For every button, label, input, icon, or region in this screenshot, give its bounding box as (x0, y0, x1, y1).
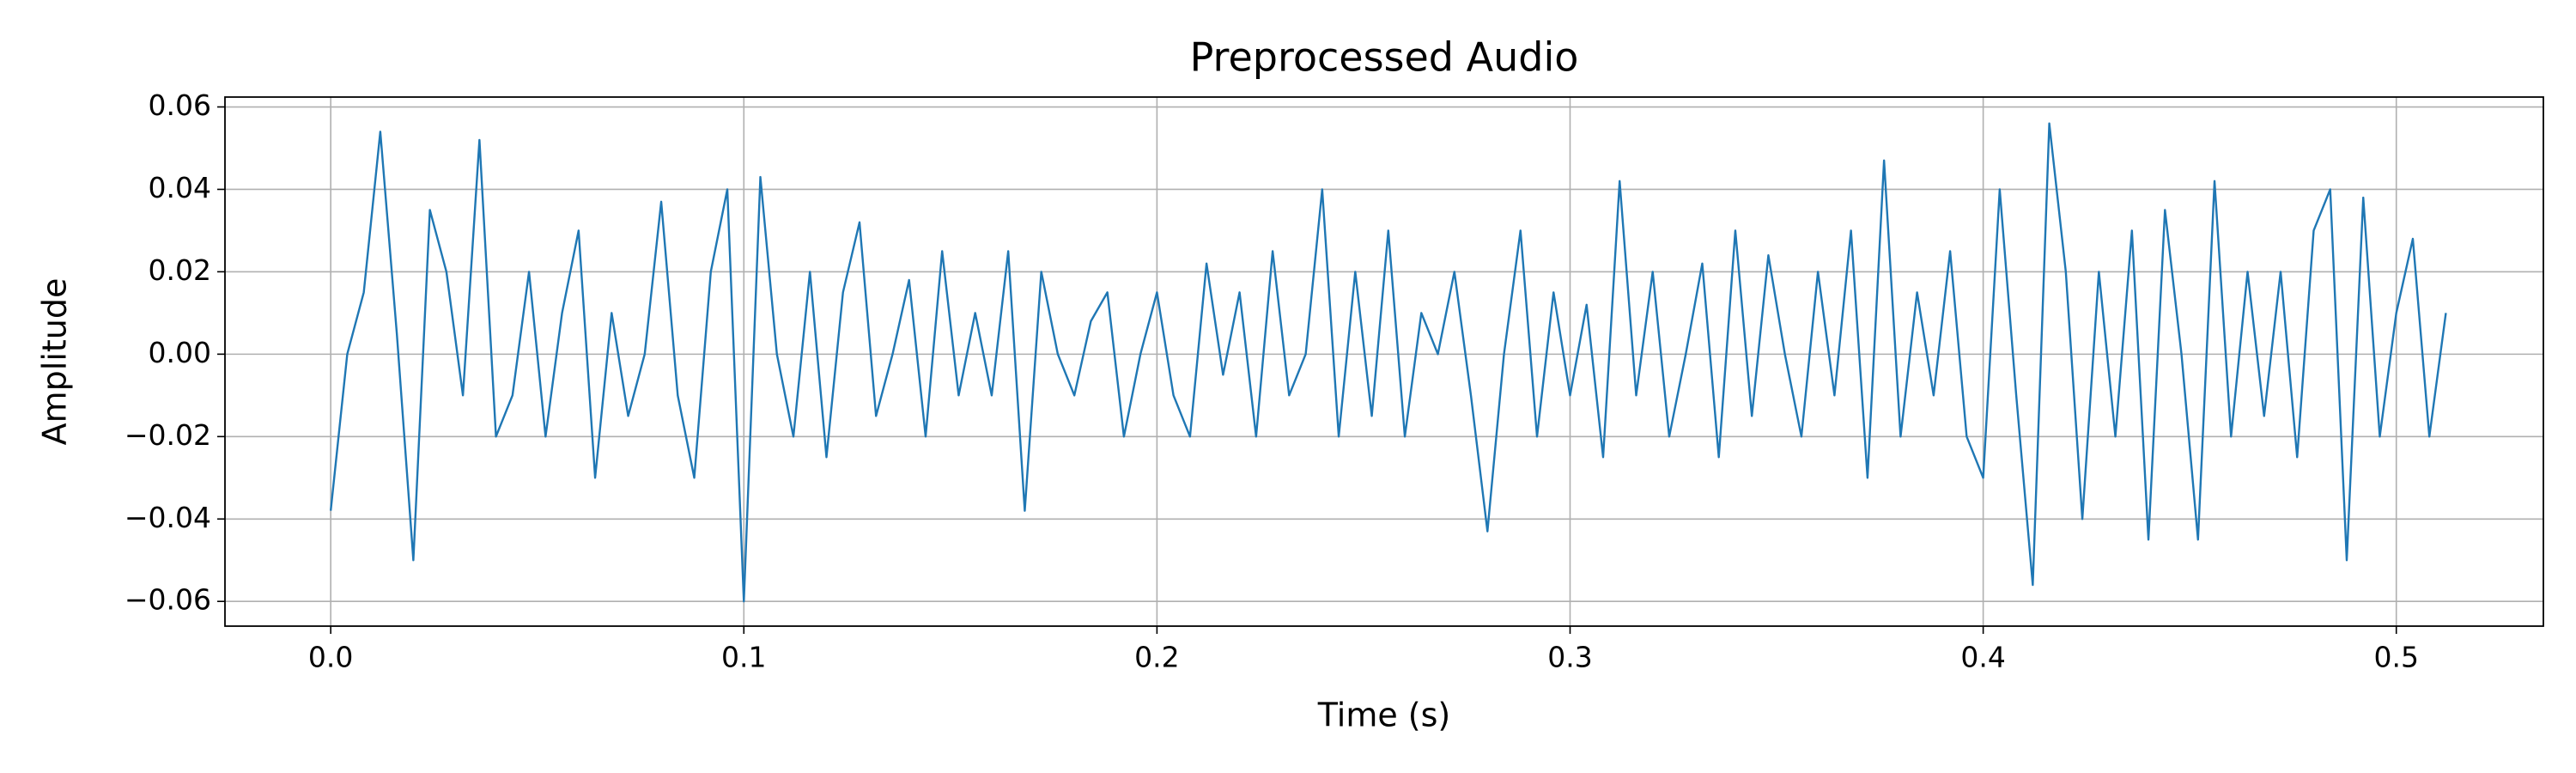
y-tick-label: −0.04 (125, 501, 211, 534)
waveform-line (329, 122, 2447, 603)
y-axis-label: Amplitude (36, 278, 74, 446)
x-tick-label: 0.5 (2373, 641, 2418, 674)
x-tick-label: 0.0 (308, 641, 353, 674)
y-tick-label: 0.00 (149, 336, 211, 369)
x-tick-label: 0.3 (1547, 641, 1592, 674)
x-tick-label: 0.1 (721, 641, 766, 674)
y-tick-label: −0.06 (125, 583, 211, 617)
y-tick-label: 0.02 (149, 253, 211, 287)
y-tick-label: 0.06 (149, 88, 211, 122)
plot-frame (224, 96, 2544, 627)
x-tick-label: 0.2 (1134, 641, 1179, 674)
y-tick-label: −0.02 (125, 418, 211, 452)
x-axis-label: Time (s) (1317, 697, 1451, 734)
y-tick-label: 0.04 (149, 171, 211, 204)
chart-title: Preprocessed Audio (1190, 34, 1579, 81)
x-tick-label: 0.4 (1960, 641, 2005, 674)
